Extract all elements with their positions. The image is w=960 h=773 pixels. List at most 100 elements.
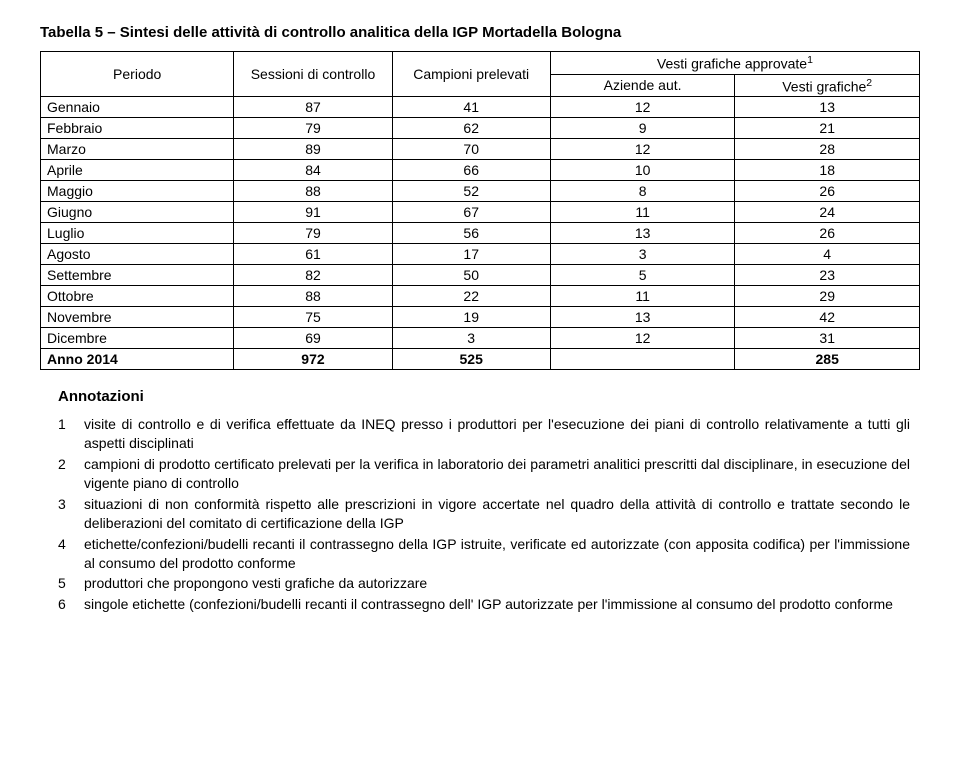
cell-vg: 4 — [735, 244, 920, 265]
cell-az — [550, 349, 735, 370]
annotation-number: 2 — [58, 455, 84, 493]
th-vesti-top-sup: 1 — [807, 54, 813, 66]
annotation-text: situazioni di non conformità rispetto al… — [84, 495, 910, 533]
th-periodo: Periodo — [41, 52, 234, 97]
cell-vg: 26 — [735, 181, 920, 202]
cell-sess: 84 — [234, 160, 392, 181]
annotation-item: 1visite di controllo e di verifica effet… — [58, 415, 910, 453]
cell-az: 11 — [550, 286, 735, 307]
cell-vg: 42 — [735, 307, 920, 328]
table-row-total: Anno 2014972525 285 — [41, 349, 920, 370]
data-table: Periodo Sessioni di controllo Campioni p… — [40, 51, 920, 370]
cell-camp: 41 — [392, 97, 550, 118]
cell-camp: 66 — [392, 160, 550, 181]
cell-sess: 82 — [234, 265, 392, 286]
cell-az: 10 — [550, 160, 735, 181]
annotation-item: 4etichette/confezioni/budelli recanti il… — [58, 535, 910, 573]
table-row: Agosto611734 — [41, 244, 920, 265]
annotation-number: 5 — [58, 574, 84, 593]
cell-camp: 50 — [392, 265, 550, 286]
cell-az: 5 — [550, 265, 735, 286]
annotation-text: etichette/confezioni/budelli recanti il … — [84, 535, 910, 573]
table-row: Dicembre6931231 — [41, 328, 920, 349]
cell-camp: 19 — [392, 307, 550, 328]
cell-vg: 285 — [735, 349, 920, 370]
annotations-list: 1visite di controllo e di verifica effet… — [40, 415, 910, 614]
cell-sess: 75 — [234, 307, 392, 328]
th-sessioni: Sessioni di controllo — [234, 52, 392, 97]
annotation-item: 2campioni di prodotto certificato prelev… — [58, 455, 910, 493]
cell-camp: 67 — [392, 202, 550, 223]
annotation-item: 6singole etichette (confezioni/budelli r… — [58, 595, 910, 614]
cell-sess: 61 — [234, 244, 392, 265]
table-row: Settembre8250523 — [41, 265, 920, 286]
annotation-item: 3situazioni di non conformità rispetto a… — [58, 495, 910, 533]
cell-sess: 91 — [234, 202, 392, 223]
cell-sess: 87 — [234, 97, 392, 118]
annotation-number: 3 — [58, 495, 84, 533]
cell-label: Anno 2014 — [41, 349, 234, 370]
cell-az: 8 — [550, 181, 735, 202]
th-vesti: Vesti grafiche2 — [735, 74, 920, 97]
annotation-item: 5produttori che propongono vesti grafich… — [58, 574, 910, 593]
table-row: Maggio8852826 — [41, 181, 920, 202]
table-title: Tabella 5 – Sintesi delle attività di co… — [40, 24, 920, 41]
cell-camp: 70 — [392, 139, 550, 160]
table-row: Luglio79561326 — [41, 223, 920, 244]
annotation-number: 6 — [58, 595, 84, 614]
cell-az: 13 — [550, 307, 735, 328]
cell-vg: 29 — [735, 286, 920, 307]
cell-camp: 3 — [392, 328, 550, 349]
cell-sess: 972 — [234, 349, 392, 370]
cell-sess: 79 — [234, 118, 392, 139]
cell-az: 3 — [550, 244, 735, 265]
table-row: Marzo89701228 — [41, 139, 920, 160]
annotation-number: 1 — [58, 415, 84, 453]
annotation-text: singole etichette (confezioni/budelli re… — [84, 595, 910, 614]
cell-label: Febbraio — [41, 118, 234, 139]
cell-vg: 31 — [735, 328, 920, 349]
cell-label: Giugno — [41, 202, 234, 223]
th-campioni: Campioni prelevati — [392, 52, 550, 97]
cell-camp: 56 — [392, 223, 550, 244]
annotation-number: 4 — [58, 535, 84, 573]
cell-sess: 88 — [234, 181, 392, 202]
th-vesti-top: Vesti grafiche approvate1 — [550, 52, 919, 75]
cell-label: Aprile — [41, 160, 234, 181]
cell-camp: 52 — [392, 181, 550, 202]
cell-camp: 17 — [392, 244, 550, 265]
annotation-text: produttori che propongono vesti grafiche… — [84, 574, 910, 593]
cell-az: 12 — [550, 328, 735, 349]
table-row: Aprile84661018 — [41, 160, 920, 181]
cell-label: Agosto — [41, 244, 234, 265]
cell-camp: 22 — [392, 286, 550, 307]
table-row: Ottobre88221129 — [41, 286, 920, 307]
cell-vg: 21 — [735, 118, 920, 139]
cell-sess: 89 — [234, 139, 392, 160]
cell-label: Settembre — [41, 265, 234, 286]
cell-label: Gennaio — [41, 97, 234, 118]
cell-camp: 62 — [392, 118, 550, 139]
cell-vg: 26 — [735, 223, 920, 244]
cell-az: 12 — [550, 97, 735, 118]
cell-label: Novembre — [41, 307, 234, 328]
cell-sess: 79 — [234, 223, 392, 244]
table-row: Novembre75191342 — [41, 307, 920, 328]
cell-sess: 69 — [234, 328, 392, 349]
th-vesti-text: Vesti grafiche — [782, 78, 866, 94]
th-vesti-top-text: Vesti grafiche approvate — [657, 56, 807, 72]
table-row: Giugno91671124 — [41, 202, 920, 223]
cell-label: Maggio — [41, 181, 234, 202]
cell-camp: 525 — [392, 349, 550, 370]
cell-label: Dicembre — [41, 328, 234, 349]
cell-label: Marzo — [41, 139, 234, 160]
cell-vg: 23 — [735, 265, 920, 286]
th-vesti-sup: 2 — [866, 77, 872, 89]
annotation-text: campioni di prodotto certificato preleva… — [84, 455, 910, 493]
cell-az: 12 — [550, 139, 735, 160]
cell-vg: 18 — [735, 160, 920, 181]
cell-sess: 88 — [234, 286, 392, 307]
table-row: Gennaio87411213 — [41, 97, 920, 118]
annotations-heading: Annotazioni — [58, 388, 920, 405]
cell-az: 13 — [550, 223, 735, 244]
